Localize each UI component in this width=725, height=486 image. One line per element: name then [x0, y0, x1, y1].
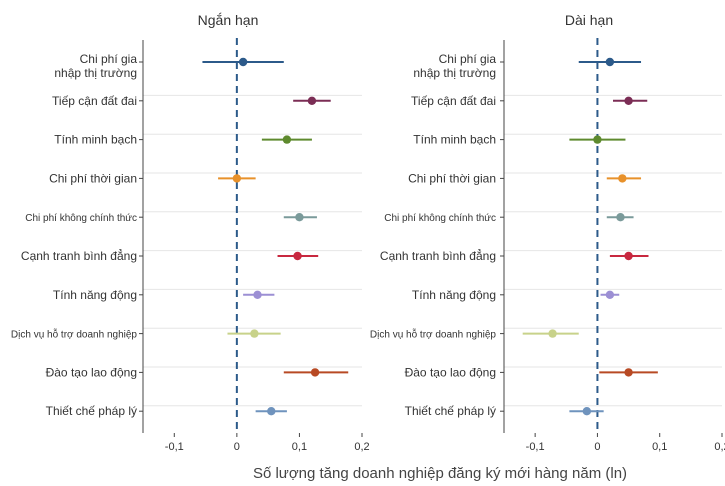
- x-tick-label: 0,2: [354, 441, 369, 453]
- category-label: Thiết chế pháp lý: [405, 404, 496, 418]
- category-label: Chi phí không chính thức: [25, 213, 137, 224]
- point-estimate: [307, 96, 317, 106]
- category-label: Chi phí thời gian: [49, 171, 137, 185]
- category-label: Đào tạo lao động: [46, 365, 137, 379]
- category-label: Cạnh tranh bình đẳng: [21, 248, 137, 263]
- point-estimate: [616, 213, 625, 222]
- point-estimate: [267, 407, 276, 416]
- category-label: Dịch vụ hỗ trợ doanh nghiệp: [370, 328, 497, 341]
- panel-2: Dài hạn Chi phí gia nhập thị trường Tiếp cậ…: [370, 12, 725, 453]
- x-tick-label: 0: [594, 441, 600, 453]
- category-label: Dịch vụ hỗ trợ doanh nghiệp: [11, 328, 138, 341]
- category-label: Chi phí gia nhập thị trường: [54, 52, 137, 80]
- point-estimate: [624, 96, 633, 106]
- category-label: Chi phí gia nhập thị trường: [413, 52, 496, 80]
- point-estimate: [295, 213, 304, 222]
- panels: Ngắn hạn Chi phí gia nhập thị trường Tiếp c…: [11, 12, 725, 453]
- category-label: Tiếp cận đất đai: [52, 94, 137, 108]
- category-label: Đào tạo lao động: [405, 365, 496, 379]
- point-estimate: [250, 329, 259, 338]
- point-estimate: [593, 135, 602, 144]
- category-label: Tính năng động: [412, 288, 496, 302]
- x-tick-label: -0,1: [526, 441, 545, 453]
- category-label: Thiết chế pháp lý: [46, 404, 137, 418]
- point-estimate: [548, 329, 557, 338]
- category-label: Chi phí không chính thức: [384, 213, 496, 224]
- panel-1: Ngắn hạn Chi phí gia nhập thị trường Tiếp c…: [11, 12, 370, 453]
- point-estimate: [232, 174, 242, 183]
- point-estimate: [618, 174, 627, 183]
- category-label: Tính minh bạch: [413, 133, 496, 147]
- category-label: Cạnh tranh bình đẳng: [380, 248, 496, 263]
- point-estimate: [624, 251, 633, 261]
- x-tick-label: -0,1: [165, 441, 184, 453]
- point-estimate: [605, 290, 615, 299]
- point-estimate: [293, 251, 302, 261]
- category-label: Chi phí thời gian: [408, 171, 496, 185]
- category-label: Tính minh bạch: [54, 133, 137, 147]
- panel-title: Dài hạn: [565, 12, 613, 28]
- x-tick-label: 0,2: [714, 441, 725, 453]
- x-tick-label: 0: [234, 441, 240, 453]
- point-estimate: [253, 290, 262, 299]
- x-tick-label: 0,1: [652, 441, 667, 453]
- panel-title: Ngắn hạn: [198, 12, 259, 28]
- point-estimate: [238, 57, 248, 67]
- category-label: Tiếp cận đất đai: [411, 94, 496, 108]
- point-estimate: [582, 407, 592, 416]
- point-estimate: [282, 135, 292, 144]
- point-estimate: [624, 368, 633, 377]
- x-tick-label: 0,1: [292, 441, 307, 453]
- point-estimate: [605, 57, 615, 67]
- category-label: Tính năng động: [53, 288, 137, 302]
- x-axis-label: Số lượng tăng doanh nghiệp đăng ký mới h…: [253, 465, 627, 482]
- point-estimate: [310, 368, 320, 377]
